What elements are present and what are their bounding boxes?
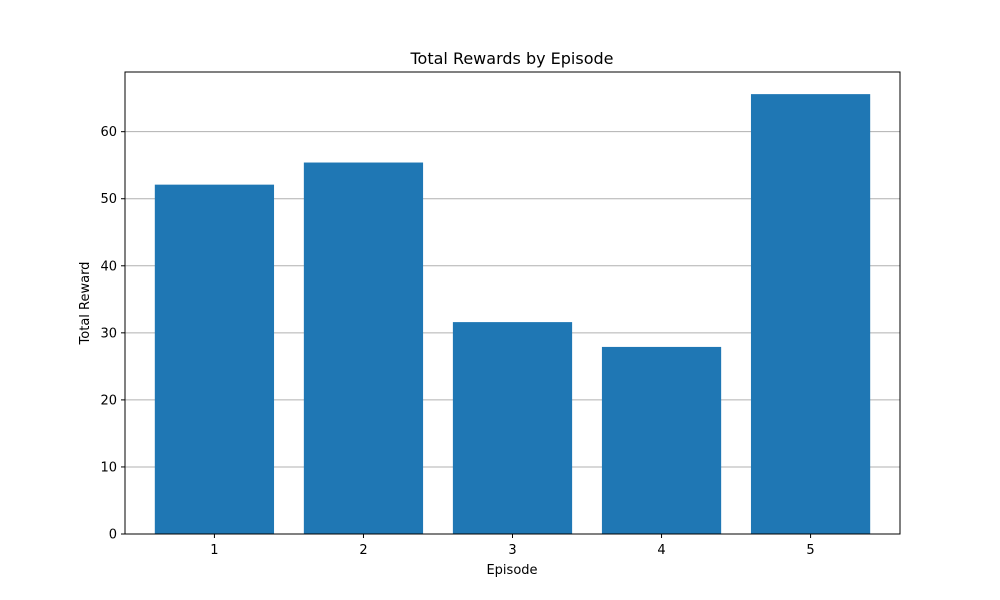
bar-episode-4 [601,346,722,534]
x-axis-label: Episode [486,563,537,578]
y-tick-label: 10 [100,460,117,475]
bar-layer [154,94,871,535]
y-tick-label: 30 [100,326,117,341]
y-axis-ticks: 0 10 20 30 40 50 60 [100,125,125,543]
bar-episode-3 [452,322,573,534]
y-axis-label: Total Reward [78,262,93,346]
y-tick-label: 60 [100,125,117,140]
bar-episode-2 [303,162,424,534]
x-tick-label: 5 [806,543,814,558]
y-tick-label: 50 [100,192,117,207]
x-axis-ticks: 1 2 3 4 5 [210,534,815,558]
bar-episode-5 [750,94,871,535]
y-tick-label: 0 [109,528,117,543]
bar-episode-1 [154,184,275,535]
y-tick-label: 20 [100,393,117,408]
y-tick-label: 40 [100,259,117,274]
x-tick-label: 1 [210,543,218,558]
x-tick-label: 4 [657,543,665,558]
x-tick-label: 3 [508,543,516,558]
chart-title: Total Rewards by Episode [409,49,613,68]
x-tick-label: 2 [359,543,367,558]
